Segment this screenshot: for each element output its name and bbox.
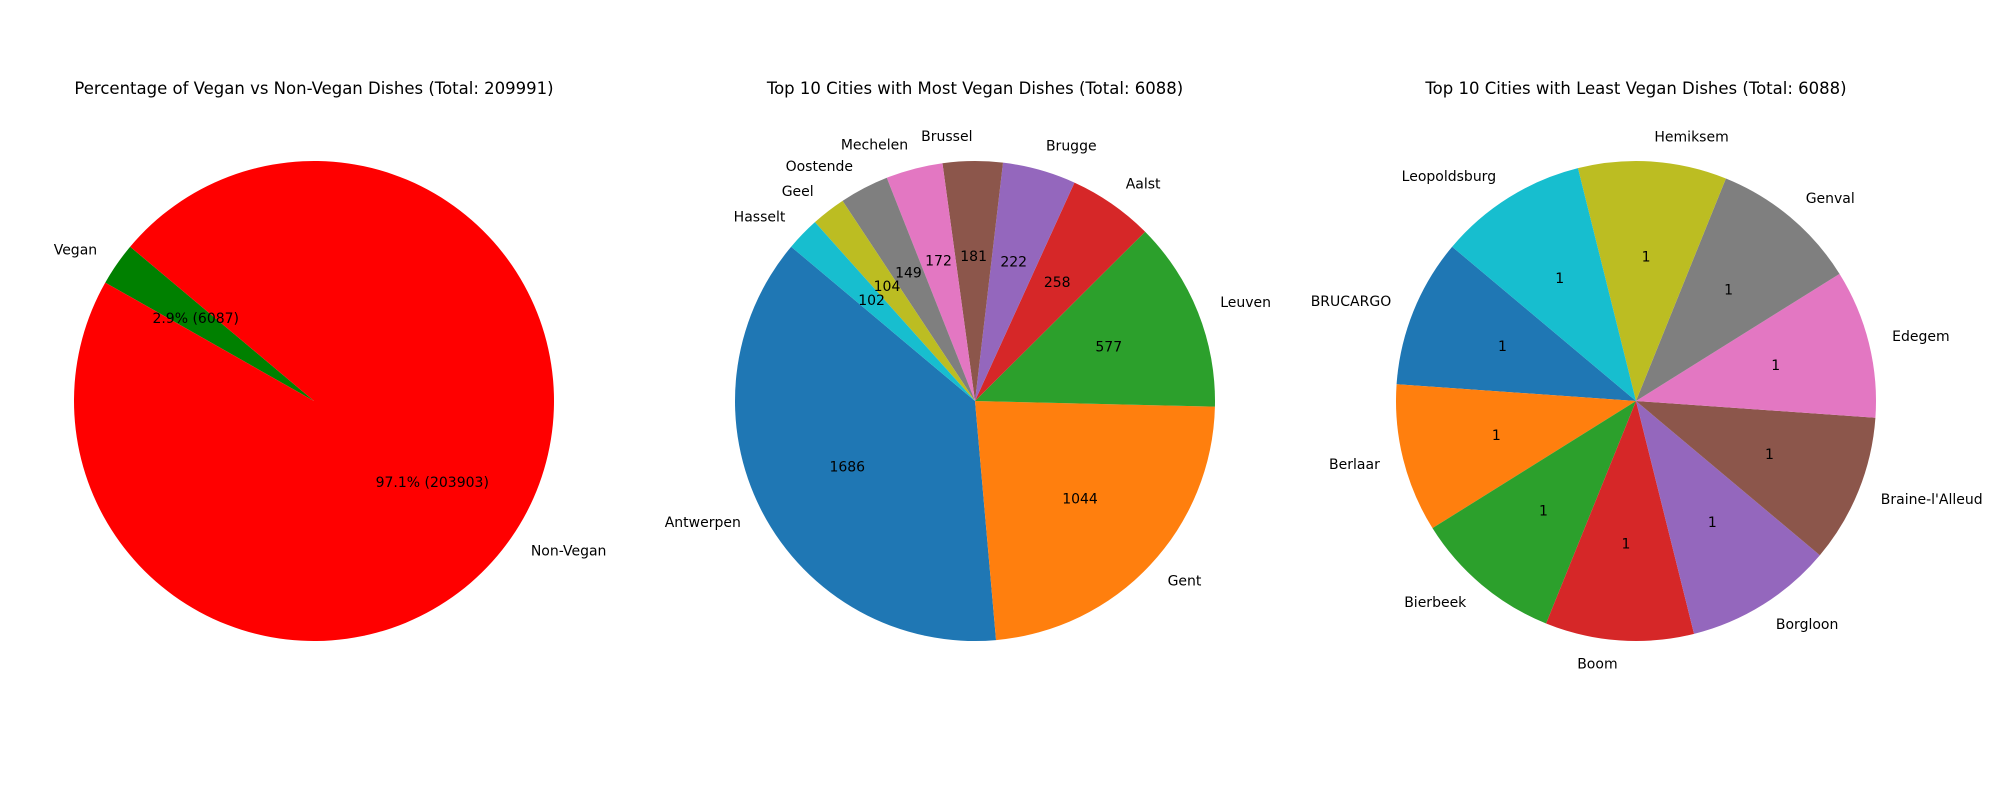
pie-slices — [1395, 161, 1876, 641]
slice-label-antwerpen: Antwerpen — [665, 515, 741, 531]
slice-label-brugge: Brugge — [1046, 139, 1097, 155]
pie-slice-leopoldsburg — [1452, 168, 1636, 401]
pie-slice-bierbeek — [1432, 401, 1636, 624]
pie-labels: BRUCARGO 1 Berlaar 1 Bierbeek 1 Boom 1 Borgloon 1… — [1311, 130, 1983, 673]
pie-slice-gent — [975, 401, 1215, 641]
slice-label-mechelen: Mechelen — [841, 138, 908, 154]
value-label-antwerpen: 1686 — [829, 460, 865, 476]
value-label-aalst: 258 — [1044, 275, 1071, 291]
pie-slice-geel — [814, 200, 975, 401]
pie-slice-brucargo — [1396, 246, 1636, 401]
slice-label-hemiksem: Hemiksem — [1654, 130, 1728, 146]
pie-slice-hemiksem — [1577, 161, 1726, 401]
value-label-geel: 104 — [874, 279, 901, 295]
slice-label-geel: Geel — [782, 184, 814, 200]
slice-label-aalst: Aalst — [1126, 176, 1161, 192]
pie-slice-leuven — [975, 231, 1216, 407]
value-label-mechelen: 172 — [925, 254, 952, 270]
pie-slice-non-vegan — [73, 161, 554, 642]
pie-slice-hasselt — [791, 222, 975, 401]
value-label-hemiksem: 1 — [1642, 249, 1651, 265]
value-label-oostende: 149 — [895, 265, 922, 281]
chart-title: Percentage of Vegan vs Non-Vegan Dishes … — [74, 79, 553, 98]
slice-label-brussel: Brussel — [921, 129, 972, 145]
value-label-brucargo: 1 — [1498, 339, 1507, 355]
pie-slice-oostende — [842, 177, 975, 401]
value-label-berlaar: 1 — [1492, 428, 1501, 444]
chart-least-vegan-cities: Top 10 Cities with Least Vegan Dishes (T… — [1311, 79, 1983, 672]
pie-slice-genval — [1636, 178, 1840, 401]
value-label-bierbeek: 1 — [1539, 503, 1548, 519]
slice-label-bierbeek: Bierbeek — [1404, 595, 1467, 611]
value-label-genval: 1 — [1724, 283, 1733, 299]
chart-title: Top 10 Cities with Most Vegan Dishes (To… — [766, 79, 1183, 98]
slice-label-berlaar: Berlaar — [1329, 457, 1380, 473]
value-label-gent: 1044 — [1062, 492, 1098, 508]
slice-label-borgloon: Borgloon — [1776, 617, 1838, 633]
value-label-boom: 1 — [1621, 537, 1630, 553]
value-label-non-vegan: 97.1% (203903) — [376, 475, 489, 491]
pie-slice-brussel — [942, 161, 1004, 401]
value-label-borgloon: 1 — [1708, 515, 1717, 531]
value-label-brussel: 181 — [960, 249, 987, 265]
chart-vegan-vs-nonvegan: Percentage of Vegan vs Non-Vegan Dishes … — [54, 79, 607, 642]
pie-labels: Antwerpen 1686 Gent 1044 Leuven 577 Aalst 258 Br… — [665, 129, 1271, 590]
slice-label-vegan: Vegan — [54, 242, 97, 258]
chart-most-vegan-cities: Top 10 Cities with Most Vegan Dishes (To… — [665, 79, 1271, 642]
slice-label-oostende: Oostende — [786, 159, 853, 175]
slice-label-edegem: Edegem — [1892, 329, 1949, 345]
slice-label-braine-l-alleud: Braine-l'Alleud — [1881, 492, 1983, 508]
pie-slice-berlaar — [1395, 384, 1636, 529]
pie-slices — [735, 161, 1216, 642]
pie-slice-edegem — [1636, 273, 1876, 418]
chart-title: Top 10 Cities with Least Vegan Dishes (T… — [1424, 79, 1846, 98]
pie-slice-braine-l-alleud — [1636, 401, 1876, 556]
value-label-leopoldsburg: 1 — [1555, 271, 1564, 287]
slice-label-non-vegan: Non-Vegan — [531, 544, 607, 560]
slice-label-gent: Gent — [1168, 574, 1202, 590]
pie-slice-antwerpen — [735, 246, 997, 642]
slice-label-hasselt: Hasselt — [734, 209, 786, 225]
value-label-hasselt: 102 — [858, 293, 885, 309]
slice-label-leuven: Leuven — [1220, 295, 1271, 311]
pie-labels: Vegan 2.9% (6087) Non-Vegan 97.1% (203903) — [54, 242, 607, 559]
pie-slice-brugge — [975, 162, 1075, 401]
pie-slices — [73, 161, 554, 642]
value-label-edegem: 1 — [1771, 358, 1780, 374]
value-label-braine-l-alleud: 1 — [1765, 447, 1774, 463]
value-label-vegan: 2.9% (6087) — [152, 311, 239, 327]
pie-slice-aalst — [975, 182, 1146, 401]
slice-label-leopoldsburg: Leopoldsburg — [1402, 169, 1496, 185]
pie-slice-boom — [1546, 401, 1695, 641]
slice-label-brucargo: BRUCARGO — [1311, 294, 1392, 310]
value-label-brugge: 222 — [1000, 254, 1027, 270]
pie-slice-vegan — [105, 246, 314, 401]
slice-label-genval: Genval — [1806, 191, 1855, 207]
pie-slice-borgloon — [1636, 401, 1820, 634]
pie-slice-mechelen — [886, 163, 975, 401]
value-label-leuven: 577 — [1095, 340, 1122, 356]
slice-label-boom: Boom — [1577, 656, 1617, 672]
